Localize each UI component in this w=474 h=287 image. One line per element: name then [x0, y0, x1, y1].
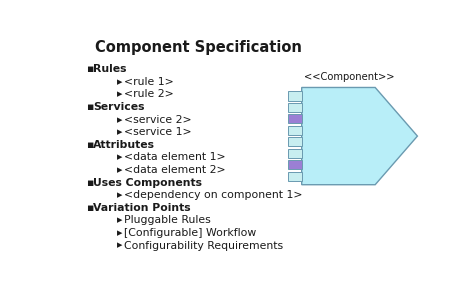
Text: ▪: ▪: [86, 102, 93, 112]
Text: ▸: ▸: [117, 165, 122, 175]
Text: <service 1>: <service 1>: [124, 127, 192, 137]
Polygon shape: [301, 88, 418, 185]
Text: ▪: ▪: [86, 64, 93, 74]
Text: ▸: ▸: [117, 216, 122, 225]
Text: Rules: Rules: [93, 64, 127, 74]
Text: ▪: ▪: [86, 140, 93, 150]
Bar: [288, 126, 301, 135]
Text: <data element 2>: <data element 2>: [124, 165, 226, 175]
Text: ▸: ▸: [117, 190, 122, 200]
Bar: [288, 160, 301, 169]
Text: Component Specification: Component Specification: [95, 40, 302, 55]
Text: <rule 2>: <rule 2>: [124, 90, 174, 100]
Text: ▸: ▸: [117, 241, 122, 251]
Bar: [288, 91, 301, 100]
Text: Attributes: Attributes: [93, 140, 155, 150]
Text: Pluggable Rules: Pluggable Rules: [124, 216, 211, 225]
Text: <<Component>>: <<Component>>: [304, 72, 395, 82]
Text: ▸: ▸: [117, 127, 122, 137]
Text: ▸: ▸: [117, 77, 122, 87]
Text: ▸: ▸: [117, 152, 122, 162]
Text: Uses Components: Uses Components: [93, 178, 202, 188]
Text: <rule 1>: <rule 1>: [124, 77, 174, 87]
Text: <service 2>: <service 2>: [124, 115, 192, 125]
Text: Services: Services: [93, 102, 145, 112]
Bar: [288, 172, 301, 181]
Text: <data element 1>: <data element 1>: [124, 152, 226, 162]
Bar: [288, 103, 301, 112]
Text: ▪: ▪: [86, 203, 93, 213]
Text: Variation Points: Variation Points: [93, 203, 191, 213]
Bar: [288, 149, 301, 158]
Text: ▸: ▸: [117, 115, 122, 125]
Text: ▸: ▸: [117, 90, 122, 100]
Bar: [288, 137, 301, 146]
Text: <dependency on component 1>: <dependency on component 1>: [124, 190, 303, 200]
Text: Configurability Requirements: Configurability Requirements: [124, 241, 283, 251]
Bar: [288, 114, 301, 123]
Text: ▸: ▸: [117, 228, 122, 238]
Text: [Configurable] Workflow: [Configurable] Workflow: [124, 228, 256, 238]
Text: ▪: ▪: [86, 178, 93, 188]
